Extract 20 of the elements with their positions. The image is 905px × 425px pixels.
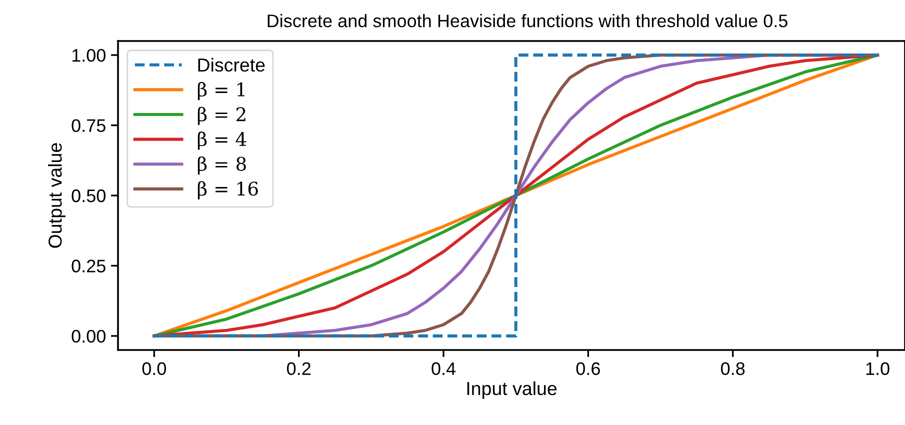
x-axis-title: Input value (467, 381, 557, 399)
x-tick-label: 0.2 (286, 362, 310, 376)
legend-label: Discrete (198, 58, 265, 72)
x-tick-label: 1.0 (866, 362, 890, 376)
x-tick-label: 0.4 (432, 362, 456, 376)
chart-title: Discrete and smooth Heaviside functions with threshold value 0.5 (268, 14, 788, 28)
x-tick-label: 0.8 (721, 362, 745, 376)
x-tick-label: 0.6 (576, 362, 600, 376)
legend-label: β = 4 (198, 132, 246, 150)
y-tick-label: 1.00 (72, 48, 106, 62)
y-tick-label: 0.50 (72, 189, 106, 202)
y-tick-label: 0.25 (72, 260, 106, 272)
legend-label: β = 1 (198, 82, 244, 100)
y-tick-label: 0.75 (72, 119, 106, 132)
legend-label: β = 2 (198, 106, 246, 125)
x-tick-label: 0.0 (142, 362, 166, 376)
legend-label: β = 8 (198, 156, 246, 175)
y-axis-title: Output value (48, 143, 66, 248)
legend-label: β = 16 (198, 181, 258, 200)
y-tick-label: 0.00 (72, 330, 106, 343)
